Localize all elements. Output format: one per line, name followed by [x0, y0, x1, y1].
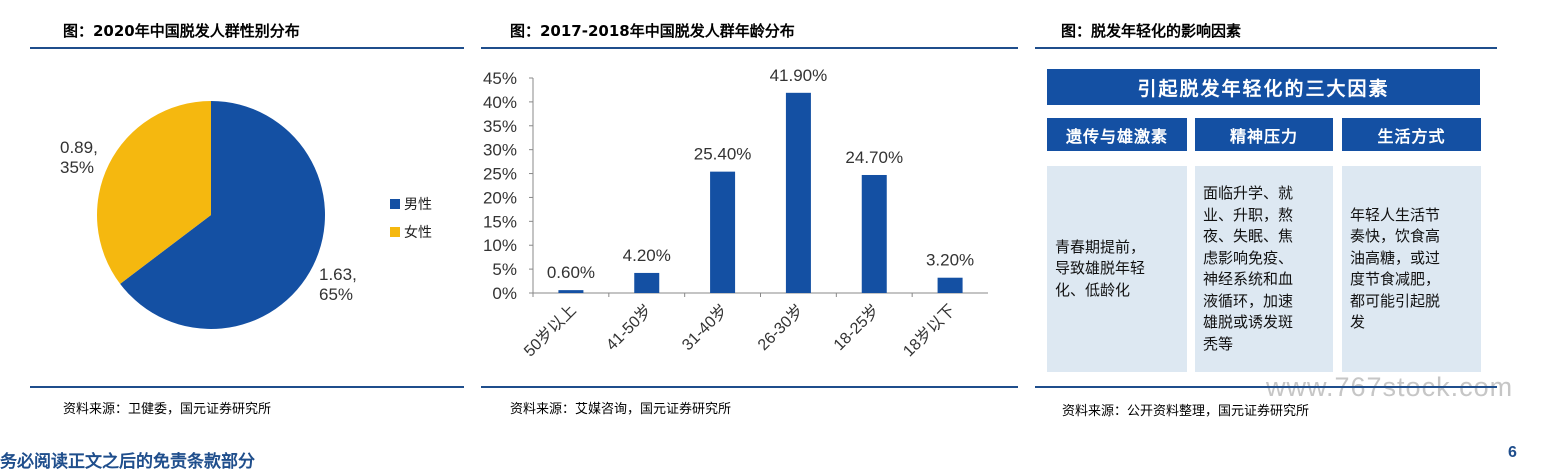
pie-source: 资料来源：卫健委，国元证券研究所 — [63, 402, 272, 417]
pie-chart — [96, 101, 325, 329]
legend-label-male: 男性 — [404, 197, 432, 213]
factor-line: 神经系统和血 — [1203, 270, 1294, 288]
bar-bottom-rule — [481, 386, 1018, 388]
y-tick-label: 5% — [492, 260, 517, 279]
factor-line: 年轻人生活节 — [1350, 205, 1441, 224]
legend-item-female: 女性 — [390, 222, 432, 242]
factor-column-body-stress: 面临升学、就 业、升职，熬 夜、失眠、焦 虑影响免疫、 神经系统和血 液循环，加… — [1195, 166, 1333, 372]
y-tick-label: 20% — [483, 188, 517, 207]
factor-line: 都可能引起脱 — [1350, 291, 1441, 310]
bar-data-label: 25.40% — [694, 145, 752, 164]
y-tick-label: 40% — [483, 93, 517, 112]
y-tick-label: 0% — [492, 284, 517, 303]
legend-label-female: 女性 — [404, 225, 432, 241]
x-tick-label: 31-40岁 — [678, 301, 731, 354]
factors-source: 资料来源：公开资料整理，国元证券研究所 — [1062, 404, 1310, 419]
bar — [861, 174, 887, 293]
factor-line: 雄脱或诱发斑 — [1203, 313, 1294, 331]
y-tick-label: 45% — [483, 69, 517, 88]
pie-slice-female — [96, 101, 211, 284]
pie-top-rule — [30, 47, 464, 49]
y-tick-label: 30% — [483, 141, 517, 160]
pie-label-female: 0.89, 35% — [60, 138, 98, 178]
pie-label-male-percent: 65% — [319, 285, 354, 304]
factor-line: 液循环，加速 — [1203, 291, 1294, 310]
page-number: 6 — [1508, 444, 1517, 461]
x-tick-label: 26-30岁 — [754, 301, 807, 354]
pie-label-female-value: 0.89, — [60, 138, 98, 157]
factor-line: 奏快，饮食高 — [1350, 227, 1441, 245]
bar-chart-title: 图：2017-2018年中国脱发人群年龄分布 — [510, 22, 795, 40]
bar-data-label: 0.60% — [547, 263, 595, 282]
bar — [634, 272, 660, 293]
pie-label-male-value: 1.63, — [319, 265, 357, 284]
factor-line: 虑影响免疫、 — [1203, 248, 1294, 267]
factor-line: 面临升学、就 — [1203, 184, 1294, 202]
legend-item-male: 男性 — [390, 194, 432, 214]
factor-column-title-genetics: 遗传与雄激素 — [1047, 118, 1187, 151]
y-tick-label: 25% — [483, 165, 517, 184]
legend-swatch-male — [390, 199, 400, 209]
bar-data-label: 3.20% — [926, 251, 974, 270]
factors-header: 引起脱发年轻化的三大因素 — [1047, 69, 1480, 105]
legend-swatch-female — [390, 227, 400, 237]
bar-source: 资料来源：艾媒咨询，国元证券研究所 — [510, 402, 732, 417]
pie-label-male: 1.63, 65% — [319, 265, 357, 305]
factors-top-rule — [1035, 47, 1497, 49]
y-tick-label: 15% — [483, 212, 517, 231]
bar — [710, 171, 736, 293]
bar-top-rule — [481, 47, 1018, 49]
disclaimer-note: 务必阅读正文之后的免责条款部分 — [0, 452, 255, 472]
factor-line: 导致雄脱年轻 — [1055, 259, 1146, 278]
x-tick-label: 18-25岁 — [830, 301, 883, 354]
bar — [558, 290, 584, 293]
factor-line: 度节食减肥， — [1350, 270, 1441, 288]
factors-title: 图：脱发年轻化的影响因素 — [1061, 22, 1242, 40]
factor-line: 青春期提前， — [1055, 237, 1146, 256]
bar — [785, 92, 811, 293]
factor-line: 夜、失眠、焦 — [1203, 227, 1294, 245]
bar-data-label: 41.90% — [770, 66, 828, 85]
bar-chart: 45% 40% 35% 30% 25% 20% 15% 10% 5% 0% 0.60% 50岁以上 4… — [483, 66, 988, 360]
bar-data-label: 4.20% — [623, 246, 671, 265]
factor-column-body-lifestyle: 年轻人生活节 奏快，饮食高 油高糖，或过 度节食减肥， 都可能引起脱 发 — [1342, 166, 1481, 372]
factor-line: 秃等 — [1203, 334, 1234, 353]
pie-bottom-rule — [30, 386, 464, 388]
factor-column-title-lifestyle: 生活方式 — [1342, 118, 1481, 151]
y-tick-label: 35% — [483, 117, 517, 136]
bar-data-label: 24.70% — [845, 148, 903, 167]
factor-line: 油高糖，或过 — [1350, 248, 1441, 267]
factor-line: 发 — [1350, 313, 1366, 331]
x-tick-label: 41-50岁 — [603, 301, 656, 354]
factor-line: 业、升职，熬 — [1203, 205, 1294, 224]
pie-slice-male — [120, 101, 325, 329]
pie-legend: 男性 女性 — [390, 194, 432, 242]
factor-text-lifestyle: 年轻人生活节 奏快，饮食高 油高糖，或过 度节食减肥， 都可能引起脱 发 — [1350, 205, 1440, 334]
x-tick-label: 50岁以上 — [520, 301, 579, 360]
factors-bottom-rule — [1035, 386, 1497, 388]
factor-column-title-stress: 精神压力 — [1195, 118, 1333, 151]
bar — [937, 277, 963, 293]
factor-text-genetics: 青春期提前， 导致雄脱年轻 化、低龄化 — [1055, 237, 1145, 302]
y-tick-label: 10% — [483, 236, 517, 255]
factor-line: 化、低龄化 — [1055, 280, 1131, 299]
factor-column-body-genetics: 青春期提前， 导致雄脱年轻 化、低龄化 — [1047, 166, 1187, 372]
factor-text-stress: 面临升学、就 业、升职，熬 夜、失眠、焦 虑影响免疫、 神经系统和血 液循环，加… — [1203, 183, 1293, 355]
x-tick-label: 18岁以下 — [900, 301, 959, 360]
pie-chart-title: 图：2020年中国脱发人群性别分布 — [63, 22, 300, 40]
pie-label-female-percent: 35% — [60, 158, 95, 177]
